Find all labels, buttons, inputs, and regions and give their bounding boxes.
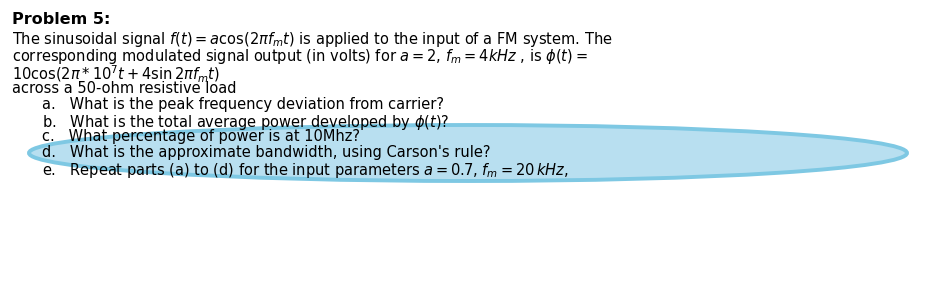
Text: The sinusoidal signal $f(t) = a \cos(2\pi f_m t)$ is applied to the input of a F: The sinusoidal signal $f(t) = a \cos(2\p… — [12, 30, 612, 49]
Text: d.   What is the approximate bandwidth, using Carson's rule?: d. What is the approximate bandwidth, us… — [42, 145, 490, 160]
Text: across a 50-ohm resistive load: across a 50-ohm resistive load — [12, 81, 236, 96]
Text: corresponding modulated signal output (in volts) for $a = 2$, $f_m = 4kHz$ , is : corresponding modulated signal output (i… — [12, 47, 587, 66]
Text: b.   What is the total average power developed by $\phi(t)$?: b. What is the total average power devel… — [42, 113, 449, 132]
Text: $10\cos(2\pi * 10^7 t + 4\sin 2\pi f_m t)$: $10\cos(2\pi * 10^7 t + 4\sin 2\pi f_m t… — [12, 64, 220, 85]
Ellipse shape — [29, 125, 906, 181]
Text: e.   Repeat parts (a) to (d) for the input parameters $a = 0.7$, $f_m = 20\,kHz,: e. Repeat parts (a) to (d) for the input… — [42, 161, 568, 180]
Text: a.   What is the peak frequency deviation from carrier?: a. What is the peak frequency deviation … — [42, 97, 444, 112]
Text: c.   What percentage of power is at 10Mhz?: c. What percentage of power is at 10Mhz? — [42, 129, 359, 144]
Text: Problem 5:: Problem 5: — [12, 12, 110, 27]
